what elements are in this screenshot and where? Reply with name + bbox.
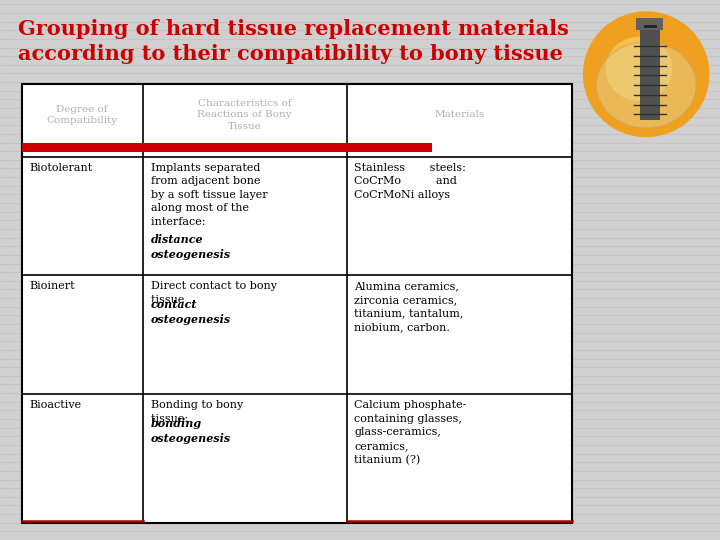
Text: distance
osteogenesis: distance osteogenesis [150,234,231,260]
Bar [22,84,572,523]
Text: Implants separated
from adjacent bone
by a soft tissue layer
along most of the
i: Implants separated from adjacent bone by… [150,163,267,227]
Text: Grouping of hard tissue replacement materials: Grouping of hard tissue replacement mate… [18,19,569,39]
Bar [636,18,664,30]
Text: Bioinert: Bioinert [30,281,75,292]
Text: Biotolerant: Biotolerant [30,163,93,173]
Ellipse shape [606,37,672,101]
Text: according to their compatibility to bony tissue: according to their compatibility to bony… [18,44,563,64]
Text: Degree of
Compatibility: Degree of Compatibility [47,105,118,125]
Bar [640,30,660,120]
Text: Alumina ceramics,
zirconia ceramics,
titanium, tantalum,
niobium, carbon.: Alumina ceramics, zirconia ceramics, tit… [354,281,464,332]
Text: Materials: Materials [434,110,485,119]
Text: contact
osteogenesis: contact osteogenesis [150,299,231,325]
Text: Bioactive: Bioactive [30,400,81,410]
Text: Bonding to bony
tissue:: Bonding to bony tissue: [150,400,243,424]
Text: Calcium phosphate-
containing glasses,
glass-ceramics,
ceramics,
titanium (?): Calcium phosphate- containing glasses, g… [354,400,467,465]
Text: Stainless       steels:
CoCrMo          and
CoCrMoNi alloys: Stainless steels: CoCrMo and CoCrMoNi al… [354,163,467,200]
Text: Direct contact to bony
tissue: Direct contact to bony tissue [150,281,276,305]
Bar [22,143,433,152]
Ellipse shape [596,42,696,128]
Text: Characteristics of
Reactions of Bony
Tissue: Characteristics of Reactions of Bony Tis… [197,99,292,131]
Ellipse shape [583,11,709,137]
Text: bonding
osteogenesis: bonding osteogenesis [150,418,231,444]
